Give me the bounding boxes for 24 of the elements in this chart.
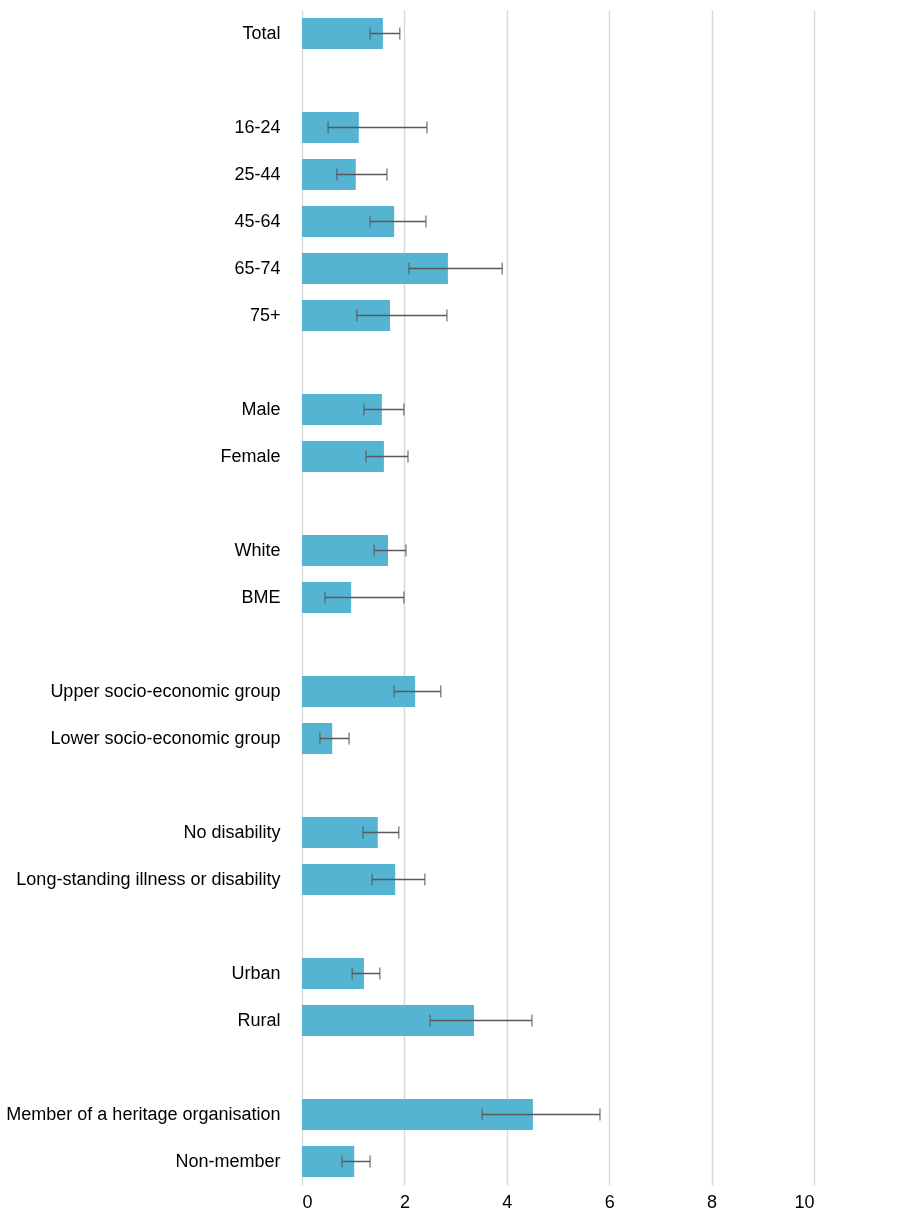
y-tick-label: Long-standing illness or disability	[16, 868, 281, 889]
y-tick-label: 65-74	[234, 257, 281, 278]
y-tick-label: No disability	[183, 821, 281, 842]
x-tick-label: 8	[707, 1191, 718, 1212]
y-tick-label: Lower socio-economic group	[50, 727, 281, 748]
y-tick-label: BME	[241, 586, 281, 607]
y-tick-label: 45-64	[234, 210, 281, 231]
y-tick-label: Female	[220, 445, 281, 466]
y-tick-label: 16-24	[234, 116, 281, 137]
y-tick-label: Rural	[237, 1009, 281, 1030]
x-tick-label: 2	[399, 1191, 410, 1212]
x-tick-label: 6	[604, 1191, 615, 1212]
x-tick-label: 4	[502, 1191, 513, 1212]
y-tick-label: White	[234, 539, 281, 560]
y-tick-label: Total	[242, 22, 281, 43]
x-tick-label: 10	[794, 1191, 815, 1212]
y-tick-label: Male	[241, 398, 281, 419]
y-tick-label: 25-44	[234, 163, 281, 184]
y-tick-label: Urban	[231, 962, 281, 983]
x-tick-label: 0	[302, 1191, 313, 1212]
y-tick-label: Upper socio-economic group	[50, 680, 281, 701]
y-tick-label: Non-member	[175, 1150, 281, 1171]
y-tick-label: Member of a heritage organisation	[6, 1103, 281, 1124]
y-tick-label: 75+	[249, 304, 281, 325]
